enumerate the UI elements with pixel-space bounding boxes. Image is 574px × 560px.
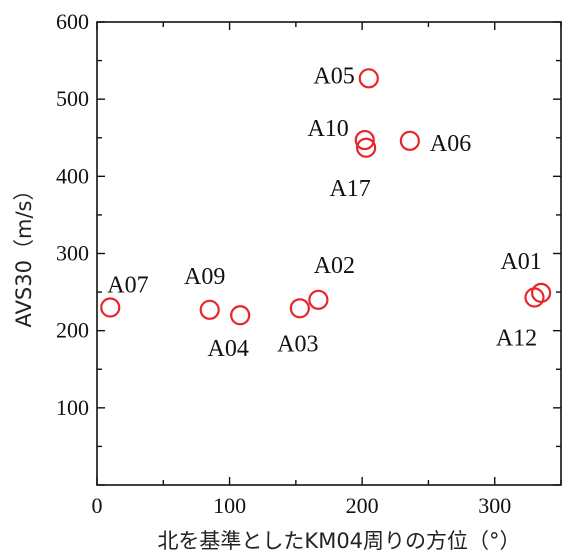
point-label-a03: A03 [277, 331, 318, 357]
x-tick-label: 300 [478, 493, 511, 518]
y-tick-label: 600 [56, 9, 89, 34]
point-labels: A07 A09 A04 A03 A02 A05 A10 A17 A06 A01 A12 [107, 63, 542, 362]
y-tick-label: 300 [56, 241, 89, 266]
data-point-a05 [358, 68, 379, 89]
data-points [100, 68, 552, 326]
point-label-a06: A06 [430, 131, 471, 157]
point-label-a17: A17 [329, 176, 370, 202]
x-axis-title: 北を基準としたKM04周りの方位（°） [157, 529, 520, 553]
y-tick-label: 400 [56, 163, 89, 188]
x-tick-label: 0 [92, 493, 103, 518]
axis-ticks: 0 100 200 300 100 200 300 400 500 600 [56, 9, 562, 518]
y-tick-label: 200 [56, 318, 89, 343]
data-point-a02 [308, 289, 329, 310]
point-label-a10: A10 [307, 116, 348, 142]
point-label-a09: A09 [184, 264, 225, 290]
x-tick-label: 100 [213, 493, 246, 518]
point-label-a07: A07 [107, 273, 148, 299]
data-point-a06 [399, 130, 420, 151]
point-label-a05: A05 [313, 63, 354, 89]
y-tick-label: 500 [56, 86, 89, 111]
point-label-a12: A12 [496, 325, 537, 351]
data-point-a09 [199, 299, 220, 320]
data-point-a04 [230, 305, 251, 326]
point-label-a01: A01 [500, 249, 541, 275]
y-tick-label: 100 [56, 395, 89, 420]
data-point-a10 [354, 129, 375, 151]
y-axis-title: AVS30（m/s） [12, 180, 36, 328]
data-point-a03 [289, 298, 310, 319]
point-label-a02: A02 [314, 253, 355, 279]
data-point-a17 [356, 137, 377, 158]
x-tick-label: 200 [346, 493, 379, 518]
data-point-a12 [524, 287, 545, 308]
point-label-a04: A04 [208, 336, 249, 362]
data-point-a07 [100, 297, 121, 318]
